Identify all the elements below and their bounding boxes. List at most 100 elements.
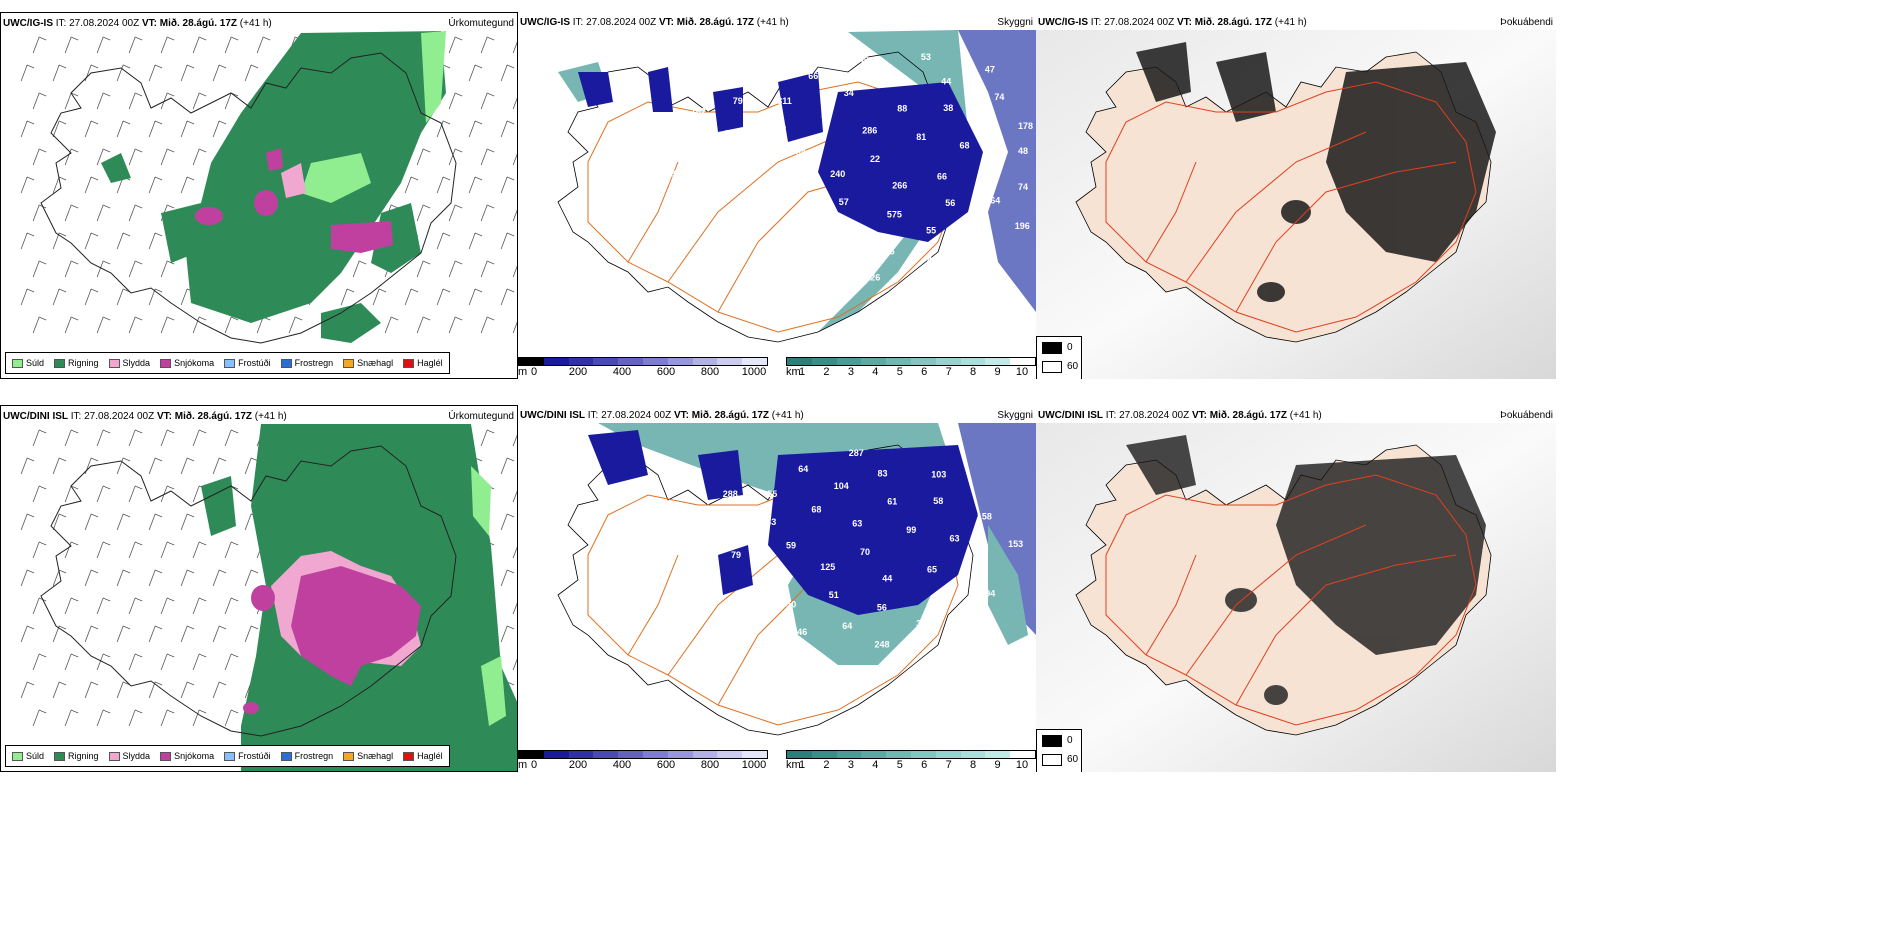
fog-index-panel-top: UWC/IG-IS IT: 27.08.2024 00Z VT: Mið. 28… <box>1036 12 1556 379</box>
wind-barb <box>84 457 99 475</box>
wind-barb <box>416 316 431 334</box>
colorbar-segment <box>717 358 743 365</box>
visibility-label: 42 <box>927 256 937 266</box>
colorbar-segment <box>910 358 936 365</box>
visibility-panel-top: UWC/IG-IS IT: 27.08.2024 00Z VT: Mið. 28… <box>518 12 1036 379</box>
wind-barb <box>20 64 35 82</box>
visibility-label: 255 <box>986 164 1001 174</box>
legend-label: Súld <box>26 358 45 368</box>
wind-barb <box>84 232 99 250</box>
iceland-outline <box>40 52 457 344</box>
visibility-colorbar: km 1 2 3 4 5 6 7 8 9 10 <box>786 750 1036 772</box>
fog-dark-areas <box>1136 42 1496 302</box>
legend-item: Slydda <box>108 358 150 368</box>
colorbar-segment <box>717 751 743 758</box>
visibility-label: 196 <box>1015 221 1030 231</box>
wind-barb <box>500 569 515 587</box>
legend-item: Súld <box>12 751 44 761</box>
colorbar-segment <box>836 358 862 365</box>
colorbar-tick: 200 <box>568 759 588 771</box>
vis-labels: 70 125 63 44 59 99 51 68 65 57 61 56 143 63 50 104 61 79 5… <box>680 448 1024 649</box>
wind-barb <box>96 709 111 727</box>
wind-barb <box>212 681 227 699</box>
colorbar-segment <box>886 358 911 365</box>
legend-item: Frostúði <box>224 358 271 368</box>
legend-item: Snjókoma <box>160 751 214 761</box>
wind-barb <box>244 569 259 587</box>
wind-barb <box>64 36 79 54</box>
legend-label: Snæhagl <box>357 751 394 761</box>
panel-header: UWC/DINI ISL IT: 27.08.2024 00Z VT: Mið.… <box>1038 410 1322 421</box>
colorbar-segment <box>667 358 693 365</box>
wind-barb <box>468 232 483 250</box>
wind-barb <box>148 120 163 138</box>
colorbar-tick: 9 <box>994 366 1001 378</box>
wind-barb <box>116 513 131 531</box>
visibility-label: 57 <box>839 197 849 207</box>
wind-barb <box>20 569 35 587</box>
legend-label: Snjókoma <box>174 751 215 761</box>
colorbar-segment <box>1010 358 1035 365</box>
colorbar-unit: m <box>518 366 528 378</box>
precip-map <box>20 31 517 344</box>
wind-barb <box>480 92 495 110</box>
wind-barb <box>468 288 483 306</box>
colorbar-segment <box>593 358 619 365</box>
colorbar-tick: 400 <box>612 366 632 378</box>
wind-barb <box>160 709 175 727</box>
visibility-map: 70 125 63 44 59 99 51 68 65 57 61 56 143 63 50 104 61 79 5… <box>557 423 1036 736</box>
visibility-label: 51 <box>829 590 839 600</box>
wind-barb <box>128 653 143 671</box>
wind-barb <box>96 260 111 278</box>
wind-barb <box>84 569 99 587</box>
wind-barb <box>148 64 163 82</box>
visibility-label: 88 <box>897 104 907 114</box>
colorbar-segment <box>692 358 718 365</box>
colorbar-tick: 8 <box>970 759 977 771</box>
wind-barb <box>340 288 355 306</box>
wind-barb <box>20 176 35 194</box>
visibility-label: 178 <box>1018 121 1033 131</box>
visibility-label: 83 <box>878 468 888 478</box>
wind-barb <box>448 36 463 54</box>
colorbar-segment <box>811 358 837 365</box>
wind-barb <box>480 36 495 54</box>
colorbar-tick: 9 <box>994 759 1001 771</box>
wind-barb <box>84 681 99 699</box>
colorbar-segment <box>543 751 569 758</box>
legend-label: Súld <box>26 751 45 761</box>
visibility-label: 50 <box>786 600 796 610</box>
wind-barb <box>448 204 463 222</box>
legend-item: Slydda <box>108 751 151 761</box>
wind-barb <box>20 120 35 138</box>
colorbar-segment <box>742 358 767 365</box>
wind-barb <box>212 120 227 138</box>
precip-type-panel-top: UWC/IG-IS IT: 27.08.2024 00Z VT: Mið. 28… <box>0 12 518 379</box>
visibility-label: 44 <box>818 42 828 52</box>
wind-barb <box>32 485 47 503</box>
legend-swatch <box>108 751 120 761</box>
legend-label: Haglél <box>417 751 443 761</box>
panel-title: Skyggni <box>997 410 1033 421</box>
wind-barb <box>128 597 143 615</box>
colorbar-segment <box>543 358 569 365</box>
legend-swatch <box>343 358 355 368</box>
visibility-label: 103 <box>931 469 946 479</box>
visibility-label: 84 <box>715 522 725 532</box>
wind-barb <box>468 176 483 194</box>
legend-label: Slydda <box>122 751 151 761</box>
colorbar-segment <box>886 751 911 758</box>
colorbar-tick: 1000 <box>741 366 767 378</box>
road <box>1185 131 1367 283</box>
visibility-label: 39 <box>852 228 862 238</box>
wind-barb <box>32 597 47 615</box>
wind-barb <box>416 204 431 222</box>
colorbar-segment <box>787 751 812 758</box>
road <box>1235 554 1457 706</box>
visibility-label: 311 <box>777 96 792 106</box>
wind-barb <box>64 316 79 334</box>
legend-swatch <box>224 358 236 368</box>
legend-item: Snæhagl <box>343 751 393 761</box>
wind-barb <box>96 204 111 222</box>
wind-barb <box>116 569 131 587</box>
